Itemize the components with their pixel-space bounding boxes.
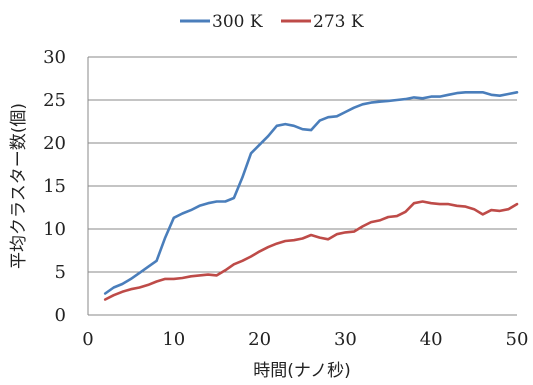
series-line-0 <box>103 91 519 295</box>
x-tick-label-40: 40 <box>420 329 443 350</box>
legend: 300 K 273 K <box>180 12 364 32</box>
y-tick-label-20: 20 <box>43 133 66 154</box>
x-tick-labels: 0 10 20 30 40 50 <box>82 329 528 350</box>
y-tick-label-10: 10 <box>43 219 66 240</box>
legend-label-273k: 273 K <box>313 12 364 32</box>
x-tick-label-10: 10 <box>162 329 185 350</box>
x-tick-label-0: 0 <box>82 329 93 350</box>
y-tick-label-5: 5 <box>55 262 66 283</box>
x-tick-label-50: 50 <box>506 329 529 350</box>
grid-lines <box>88 56 517 273</box>
y-tick-label-25: 25 <box>43 90 66 111</box>
y-tick-label-15: 15 <box>43 176 66 197</box>
y-tick-label-0: 0 <box>55 305 66 326</box>
legend-label-300k: 300 K <box>212 12 263 32</box>
x-axis-title: 時間(ナノ秒) <box>253 361 350 381</box>
x-tick-label-30: 30 <box>334 329 357 350</box>
y-tick-label-30: 30 <box>43 47 66 68</box>
y-axis-title: 平均クラスター数(個) <box>9 103 29 269</box>
series-lines <box>103 91 519 301</box>
y-tick-labels: 0 5 10 15 20 25 30 <box>43 47 66 326</box>
x-tick-label-20: 20 <box>248 329 271 350</box>
series-line-1 <box>103 200 519 301</box>
